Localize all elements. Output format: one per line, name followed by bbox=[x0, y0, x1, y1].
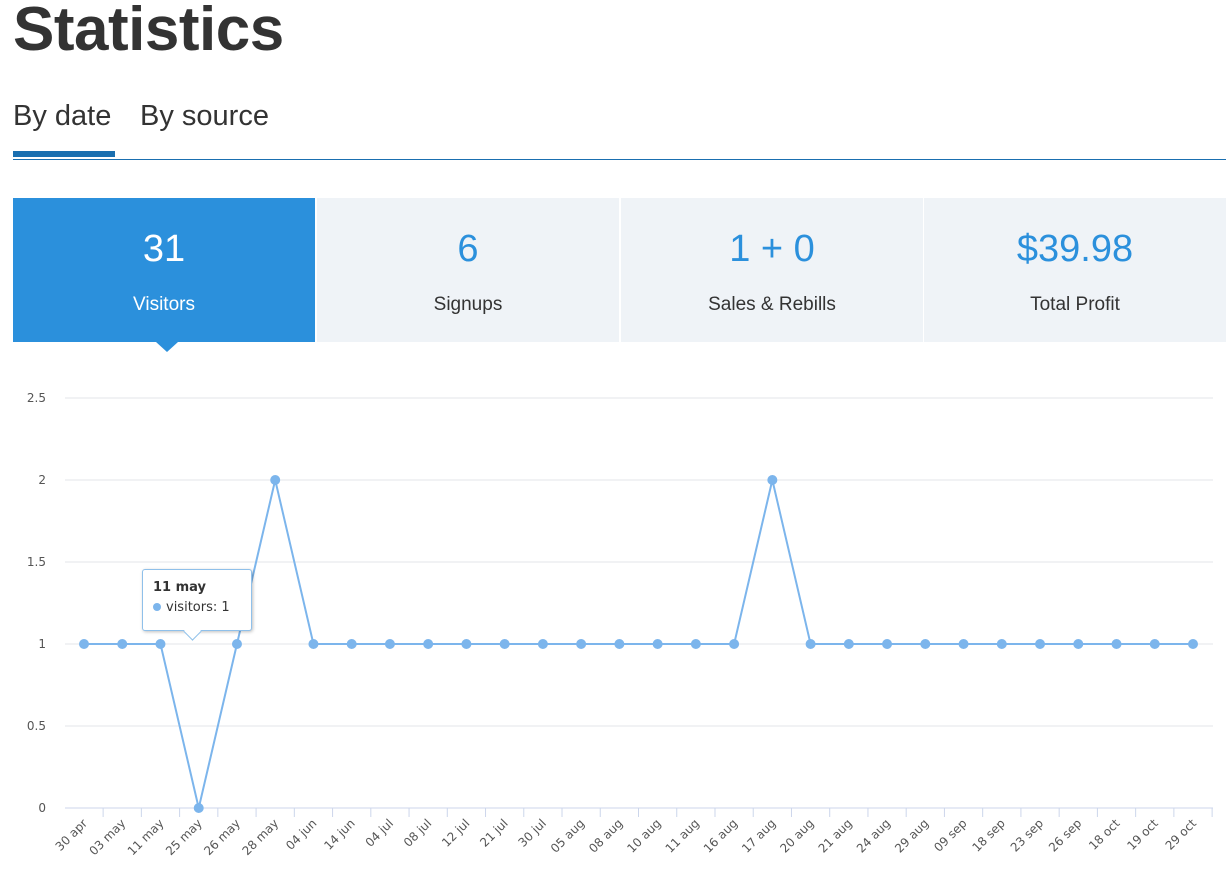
active-stat-pointer bbox=[156, 342, 178, 352]
y-tick-label: 2.5 bbox=[27, 391, 46, 405]
data-point bbox=[537, 639, 548, 649]
page-title: Statistics bbox=[13, 0, 284, 64]
data-point bbox=[614, 639, 625, 649]
data-point bbox=[308, 639, 319, 649]
data-point bbox=[1073, 639, 1084, 649]
tooltip-value: 1 bbox=[221, 600, 230, 615]
tab-by-source[interactable]: By source bbox=[140, 100, 269, 132]
chart-tooltip: 11 may visitors: 1 bbox=[142, 569, 252, 641]
x-tick-label: 18 sep bbox=[969, 816, 1007, 854]
data-point bbox=[843, 639, 854, 649]
x-tick-label: 08 jul bbox=[401, 816, 434, 849]
data-point bbox=[499, 639, 510, 649]
data-point bbox=[690, 639, 701, 649]
x-tick-label: 20 aug bbox=[777, 816, 816, 855]
y-tick-label: 0.5 bbox=[27, 719, 46, 733]
data-point bbox=[652, 639, 663, 649]
data-point bbox=[193, 803, 204, 813]
tab-by-date[interactable]: By date bbox=[13, 100, 112, 132]
x-tick-label: 16 aug bbox=[701, 816, 740, 855]
x-tick-label: 29 aug bbox=[892, 816, 931, 855]
x-tick-label: 23 sep bbox=[1008, 816, 1046, 854]
data-point bbox=[155, 639, 166, 649]
data-point bbox=[996, 639, 1007, 649]
data-point bbox=[576, 639, 587, 649]
data-point bbox=[79, 639, 89, 649]
x-tick-label: 26 sep bbox=[1046, 816, 1084, 854]
y-tick-label: 0 bbox=[38, 801, 46, 815]
x-tick-label: 17 aug bbox=[739, 816, 778, 855]
x-tick-label: 05 aug bbox=[548, 816, 587, 855]
x-tick-label: 04 jul bbox=[363, 816, 396, 849]
x-tick-label: 10 aug bbox=[624, 816, 663, 855]
data-point bbox=[1149, 639, 1160, 649]
tabs-divider bbox=[13, 159, 1226, 160]
x-tick-label: 11 aug bbox=[663, 816, 702, 855]
x-tick-label: 12 jul bbox=[439, 816, 472, 849]
x-tick-label: 26 may bbox=[201, 816, 243, 858]
tabs-bar: By date By source bbox=[13, 100, 1226, 160]
stat-sales-rebills-label: Sales & Rebills bbox=[708, 294, 836, 315]
x-tick-label: 21 jul bbox=[477, 816, 510, 849]
data-point bbox=[461, 639, 472, 649]
series-line bbox=[84, 479, 1193, 809]
x-tick-label: 19 oct bbox=[1124, 816, 1161, 853]
x-tick-label: 08 aug bbox=[586, 816, 625, 855]
data-point bbox=[920, 639, 931, 649]
data-point bbox=[882, 639, 893, 649]
stat-total-profit[interactable]: $39.98 Total Profit bbox=[924, 198, 1226, 342]
data-point bbox=[1035, 639, 1046, 649]
data-point bbox=[729, 639, 740, 649]
y-tick-label: 2 bbox=[38, 473, 46, 487]
y-tick-label: 1 bbox=[38, 637, 46, 651]
data-point bbox=[767, 475, 778, 485]
x-tick-label: 09 sep bbox=[931, 816, 969, 854]
stat-sales-rebills[interactable]: 1 + 0 Sales & Rebills bbox=[621, 198, 923, 342]
data-point bbox=[270, 475, 281, 485]
data-point bbox=[805, 639, 816, 649]
data-point bbox=[117, 639, 128, 649]
active-tab-indicator bbox=[13, 151, 115, 157]
data-point bbox=[384, 639, 395, 649]
x-tick-label: 28 may bbox=[239, 816, 281, 858]
data-point bbox=[346, 639, 357, 649]
data-point bbox=[958, 639, 969, 649]
x-tick-label: 30 jul bbox=[516, 816, 549, 849]
stat-visitors[interactable]: 31 Visitors bbox=[13, 198, 315, 352]
x-tick-label: 30 apr bbox=[53, 816, 91, 854]
stat-sales-rebills-value: 1 + 0 bbox=[729, 228, 815, 270]
x-tick-label: 21 aug bbox=[816, 816, 855, 855]
x-tick-label: 14 jun bbox=[321, 816, 358, 853]
stat-signups-value: 6 bbox=[457, 228, 479, 270]
data-point bbox=[423, 639, 434, 649]
data-point bbox=[1188, 639, 1198, 649]
stat-signups-label: Signups bbox=[433, 294, 503, 315]
stat-total-profit-value: $39.98 bbox=[1016, 228, 1134, 270]
x-tick-label: 24 aug bbox=[854, 816, 893, 855]
stat-visitors-value: 31 bbox=[142, 228, 186, 270]
x-tick-label: 03 may bbox=[86, 816, 128, 858]
stat-visitors-label: Visitors bbox=[133, 294, 195, 315]
stat-signups[interactable]: 6 Signups bbox=[317, 198, 619, 342]
data-point bbox=[1111, 639, 1122, 649]
x-tick-label: 18 oct bbox=[1086, 816, 1123, 853]
stat-total-profit-label: Total Profit bbox=[1030, 294, 1120, 315]
x-tick-label: 29 oct bbox=[1163, 816, 1200, 853]
tooltip-series-dot bbox=[153, 603, 161, 611]
tooltip-line: visitors: 1 bbox=[153, 600, 230, 615]
y-tick-label: 1.5 bbox=[27, 555, 46, 569]
tooltip-date: 11 may bbox=[153, 580, 207, 595]
x-tick-label: 04 jun bbox=[283, 816, 320, 853]
x-tick-label: 25 may bbox=[163, 816, 205, 858]
data-point bbox=[231, 639, 242, 649]
tooltip-series-name: visitors bbox=[166, 600, 213, 615]
x-tick-label: 11 may bbox=[125, 816, 167, 858]
stats-panel: 31 Visitors 6 Signups 1 + 0 Sales & Rebi… bbox=[13, 198, 1226, 352]
